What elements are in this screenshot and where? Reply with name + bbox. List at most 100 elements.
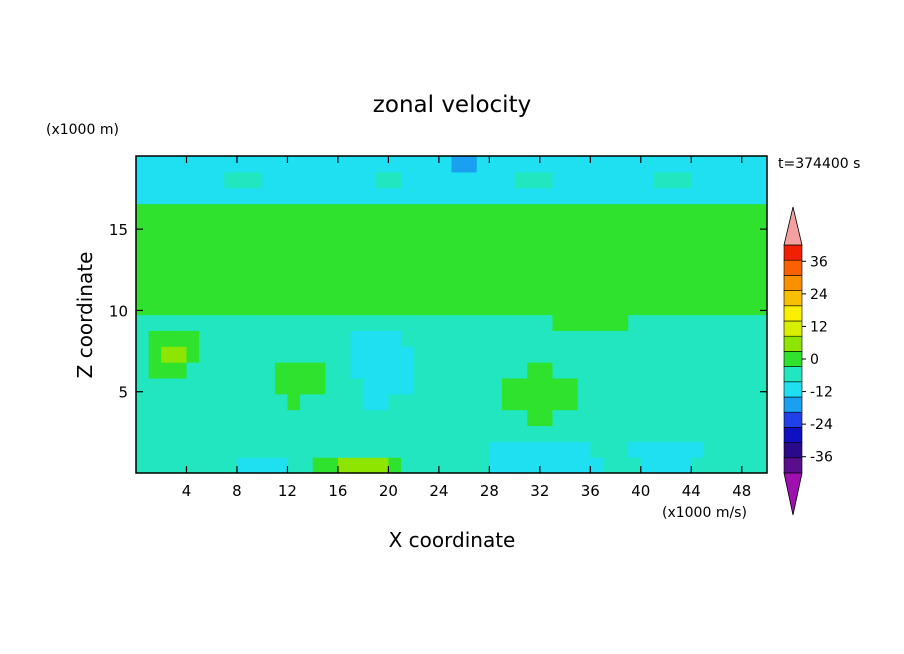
field-cell <box>716 282 730 300</box>
field-cell <box>565 266 579 284</box>
x-tick-label: 48 <box>732 482 751 500</box>
field-cell <box>148 282 162 300</box>
field-cell <box>325 156 339 173</box>
field-cell <box>729 298 743 316</box>
field-cell <box>350 362 364 379</box>
field-cell <box>337 457 352 473</box>
field-cell <box>186 235 200 252</box>
field-cell <box>552 266 566 284</box>
field-cell <box>136 425 150 442</box>
field-cell <box>577 330 591 347</box>
field-cell <box>300 266 314 284</box>
field-cell <box>653 203 667 220</box>
field-cell <box>438 393 453 411</box>
field-cell <box>741 457 755 473</box>
field-cell <box>363 393 377 411</box>
field-cell <box>489 235 503 252</box>
field-cell <box>464 377 478 395</box>
field-cell <box>615 441 629 458</box>
field-cell <box>426 362 440 379</box>
field-cell <box>590 346 604 363</box>
field-cell <box>514 362 528 379</box>
field-cell <box>199 156 213 173</box>
field-cell <box>691 362 705 379</box>
field-cell <box>628 156 642 173</box>
field-cell <box>514 266 528 284</box>
field-cell <box>211 441 225 458</box>
field-cell <box>375 409 389 427</box>
field-cell <box>375 219 389 236</box>
field-cell <box>514 156 528 173</box>
field-cell <box>413 330 427 347</box>
field-cell <box>590 203 604 220</box>
field-cell <box>489 441 503 458</box>
field-cell <box>653 235 667 252</box>
field-cell <box>640 393 655 411</box>
field-cell <box>350 187 364 205</box>
field-cell <box>464 235 478 252</box>
field-cell <box>678 346 692 363</box>
field-cell <box>401 156 415 173</box>
field-cell <box>691 457 705 473</box>
field-cell <box>527 298 541 316</box>
field-cell <box>703 362 718 379</box>
colorbar: -36 -24 -12 0 12 24 36 <box>783 206 833 516</box>
field-cell <box>716 235 730 252</box>
field-cell <box>262 409 276 427</box>
field-cell <box>691 441 705 458</box>
field-cell <box>666 266 680 284</box>
field-cell <box>741 409 755 427</box>
field-cell <box>615 171 629 189</box>
field-cell <box>678 393 692 411</box>
field-cell <box>754 377 767 395</box>
field-cell <box>401 330 415 347</box>
field-cell <box>729 251 743 268</box>
field-cell <box>413 409 427 427</box>
field-cell <box>199 251 213 268</box>
field-cell <box>274 457 289 473</box>
field-cell <box>249 314 263 331</box>
field-cell <box>438 346 453 363</box>
field-cell <box>136 441 150 458</box>
field-cell <box>527 251 541 268</box>
field-cell <box>388 298 402 316</box>
field-cell <box>173 441 188 458</box>
field-cell <box>577 171 591 189</box>
field-cell <box>691 409 705 427</box>
field-cell <box>615 425 629 442</box>
field-cell <box>211 171 225 189</box>
field-cell <box>274 409 289 427</box>
field-cell <box>136 187 150 205</box>
field-cell <box>161 171 175 189</box>
field-cell <box>438 409 453 427</box>
field-cell <box>438 298 453 316</box>
field-cell <box>249 393 263 411</box>
field-cell <box>729 377 743 395</box>
field-cell <box>577 266 591 284</box>
field-cell <box>401 457 415 473</box>
colorbar-tick-label: -36 <box>810 450 833 466</box>
field-cell <box>262 171 276 189</box>
field-cell <box>211 457 225 473</box>
field-cell <box>565 203 579 220</box>
field-cell <box>514 330 528 347</box>
field-cell <box>224 187 238 205</box>
field-cell <box>653 425 667 442</box>
field-cell <box>413 314 427 331</box>
field-cell <box>729 409 743 427</box>
field-cell <box>615 377 629 395</box>
field-cell <box>186 314 200 331</box>
field-cell <box>577 187 591 205</box>
field-cell <box>262 235 276 252</box>
field-cell <box>489 203 503 220</box>
field-cell <box>501 362 516 379</box>
field-cell <box>703 251 718 268</box>
field-cell <box>401 441 415 458</box>
field-cell <box>426 330 440 347</box>
field-cell <box>489 219 503 236</box>
field-cell <box>148 346 162 363</box>
field-cell <box>754 171 767 189</box>
field-cell <box>224 251 238 268</box>
field-cell <box>602 393 617 411</box>
field-cell <box>274 346 289 363</box>
